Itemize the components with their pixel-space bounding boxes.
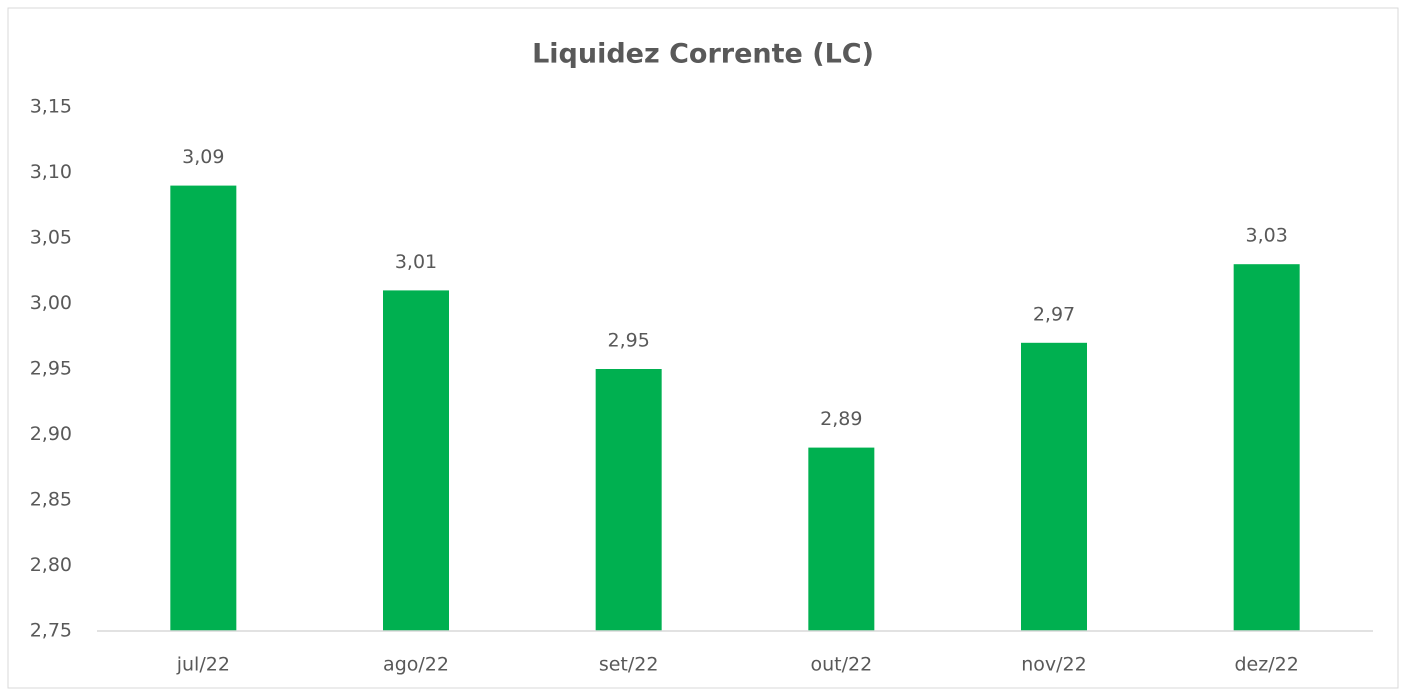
y-tick-label: 3,10: [30, 161, 72, 183]
bar: [808, 447, 875, 631]
y-tick-label: 2,90: [30, 423, 72, 445]
bar: [383, 290, 449, 631]
data-label: 2,97: [1033, 303, 1075, 325]
bar: [1021, 342, 1087, 631]
x-tick-label: nov/22: [1021, 654, 1087, 676]
data-label: 2,89: [820, 408, 862, 430]
chart-border: [7, 7, 1399, 689]
y-tick-label: 2,75: [30, 620, 72, 642]
x-tick-label: jul/22: [176, 654, 230, 676]
y-tick-label: 2,80: [30, 554, 72, 576]
x-tick-label: out/22: [810, 654, 872, 676]
y-tick-label: 3,00: [30, 292, 72, 314]
data-label: 3,09: [182, 146, 224, 168]
bar: [1233, 264, 1300, 631]
y-tick-label: 3,15: [30, 96, 72, 118]
x-tick-label: ago/22: [383, 654, 449, 676]
data-label: 3,01: [395, 251, 437, 273]
x-tick-label: set/22: [599, 654, 659, 676]
data-label: 2,95: [608, 330, 650, 352]
y-tick-label: 2,85: [30, 489, 72, 511]
y-tick-label: 3,05: [30, 227, 72, 249]
data-label: 3,03: [1246, 225, 1288, 247]
y-tick-label: 2,95: [30, 358, 72, 380]
chart-title: Liquidez Corrente (LC): [532, 39, 874, 70]
bar: [170, 185, 237, 631]
bar: [595, 369, 662, 631]
x-tick-label: dez/22: [1235, 654, 1299, 676]
